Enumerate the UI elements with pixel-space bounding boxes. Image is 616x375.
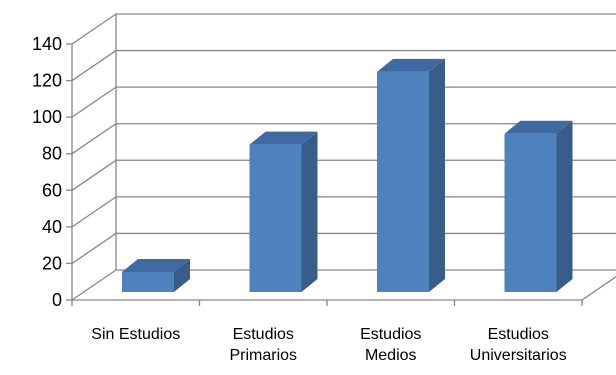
bar-side <box>174 258 190 292</box>
bar-top <box>122 258 190 272</box>
x-tick-label: Estudios Medios <box>360 326 421 364</box>
gridline-5 <box>71 86 616 118</box>
bar-side <box>301 131 318 292</box>
bar <box>377 58 445 292</box>
y-tick-label: 20 <box>42 253 62 273</box>
bar-front <box>122 271 174 292</box>
x-tick-label: Sin Estudios <box>91 326 180 343</box>
bar <box>504 120 573 292</box>
bar-side <box>556 120 573 292</box>
x-axis-tick-labels: Sin Estudios Estudios Primarios Estudios Med… <box>71 300 583 364</box>
bar-front <box>504 133 557 292</box>
bar-front <box>249 144 302 292</box>
y-tick-label: 0 <box>52 290 62 310</box>
bar-side <box>429 58 445 292</box>
gridline-6 <box>71 49 616 82</box>
x-tick-label: Estudios Primarios <box>229 326 297 364</box>
floor-right-edge <box>581 276 616 301</box>
bar-top <box>377 58 445 72</box>
bar-top <box>249 131 318 145</box>
gridline-7 <box>71 13 616 45</box>
bar-top <box>504 120 573 134</box>
y-axis-tick-labels: 0 20 40 60 80 100 120 140 <box>32 34 72 310</box>
bar <box>249 131 318 292</box>
y-tick-label: 140 <box>32 34 62 54</box>
bar-front <box>377 71 429 292</box>
bar <box>122 258 190 292</box>
x-tick-label: Estudios Universitarios <box>470 326 567 364</box>
y-tick-label: 100 <box>32 107 62 127</box>
y-tick-label: 80 <box>42 144 62 164</box>
bars <box>122 58 573 292</box>
y-tick-label: 40 <box>42 217 62 237</box>
y-tick-label: 60 <box>42 180 62 200</box>
y-tick-label: 120 <box>32 71 62 91</box>
